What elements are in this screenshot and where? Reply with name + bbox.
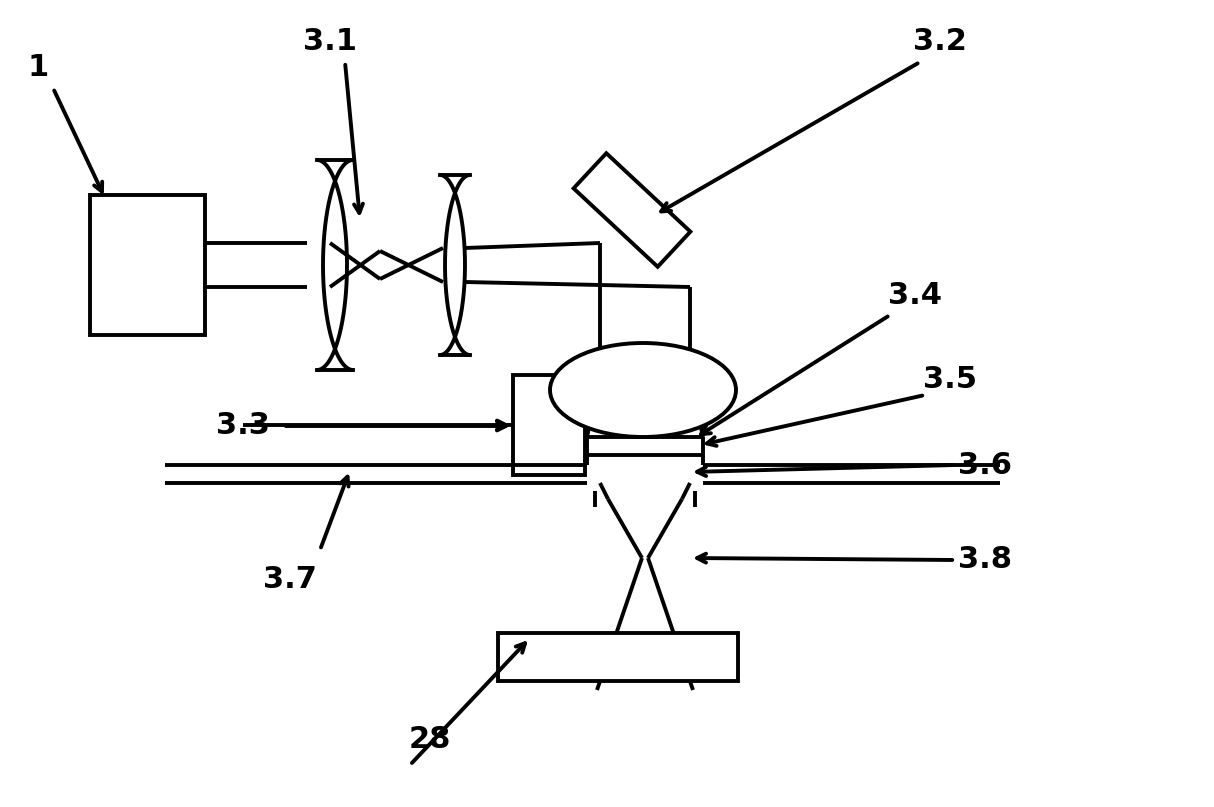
- Text: 28: 28: [409, 725, 452, 755]
- Polygon shape: [573, 153, 691, 267]
- Bar: [90, 195, 205, 335]
- Text: 3.3: 3.3: [216, 412, 270, 441]
- Text: 1: 1: [28, 53, 49, 82]
- Text: 3.4: 3.4: [887, 281, 942, 310]
- Text: 3.8: 3.8: [958, 546, 1012, 575]
- Bar: [498, 633, 738, 681]
- Text: 3.6: 3.6: [958, 450, 1012, 479]
- Bar: [514, 375, 585, 475]
- Text: 3.1: 3.1: [304, 27, 357, 56]
- Text: 3.5: 3.5: [923, 366, 977, 395]
- Ellipse shape: [550, 343, 736, 437]
- Text: 3.2: 3.2: [913, 27, 966, 56]
- Text: 3.7: 3.7: [263, 566, 317, 595]
